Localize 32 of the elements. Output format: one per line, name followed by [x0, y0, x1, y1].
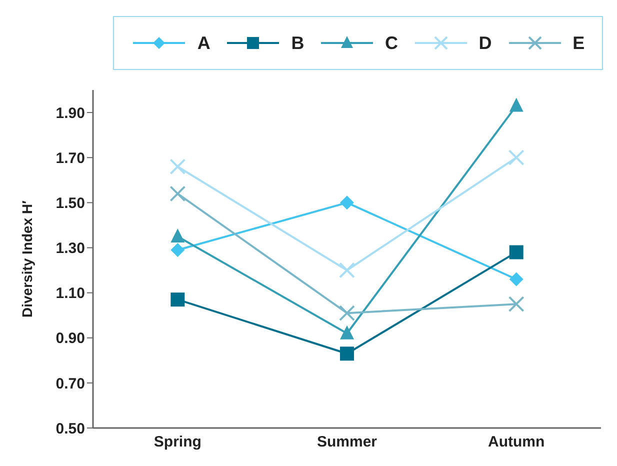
- x-tick-label: Autumn: [488, 434, 545, 451]
- y-tick-label: 1.90: [56, 104, 85, 122]
- x-tick-label: Summer: [316, 434, 378, 451]
- y-tick-label: 1.10: [56, 285, 85, 302]
- legend-label: E: [572, 32, 585, 54]
- point: [170, 158, 186, 175]
- point: [170, 292, 185, 307]
- point: [170, 228, 185, 242]
- point: [339, 262, 355, 278]
- point: [170, 186, 186, 202]
- point: [509, 272, 524, 286]
- point: [509, 245, 524, 260]
- legend-label: A: [197, 32, 210, 54]
- y-tick-label: 0.70: [56, 375, 85, 392]
- point: [340, 196, 354, 210]
- point: [508, 296, 524, 312]
- legend-label: B: [291, 32, 304, 54]
- point: [170, 242, 185, 257]
- y-tick-label: 1.70: [56, 150, 85, 167]
- legend-label: D: [478, 32, 492, 54]
- x-tick-label: Spring: [154, 434, 202, 451]
- y-tick-label: 1.50: [56, 194, 85, 212]
- y-tick-label: 1.30: [56, 240, 85, 258]
- point: [509, 98, 524, 112]
- legend-label: C: [384, 32, 398, 54]
- point: [339, 305, 355, 322]
- y-tick-label: 0.50: [56, 420, 85, 438]
- y-tick-label: 0.90: [56, 330, 85, 348]
- y-axis-title: Diversity Index H′: [19, 200, 35, 318]
- point: [340, 325, 354, 340]
- point: [340, 346, 354, 361]
- point: [508, 150, 524, 166]
